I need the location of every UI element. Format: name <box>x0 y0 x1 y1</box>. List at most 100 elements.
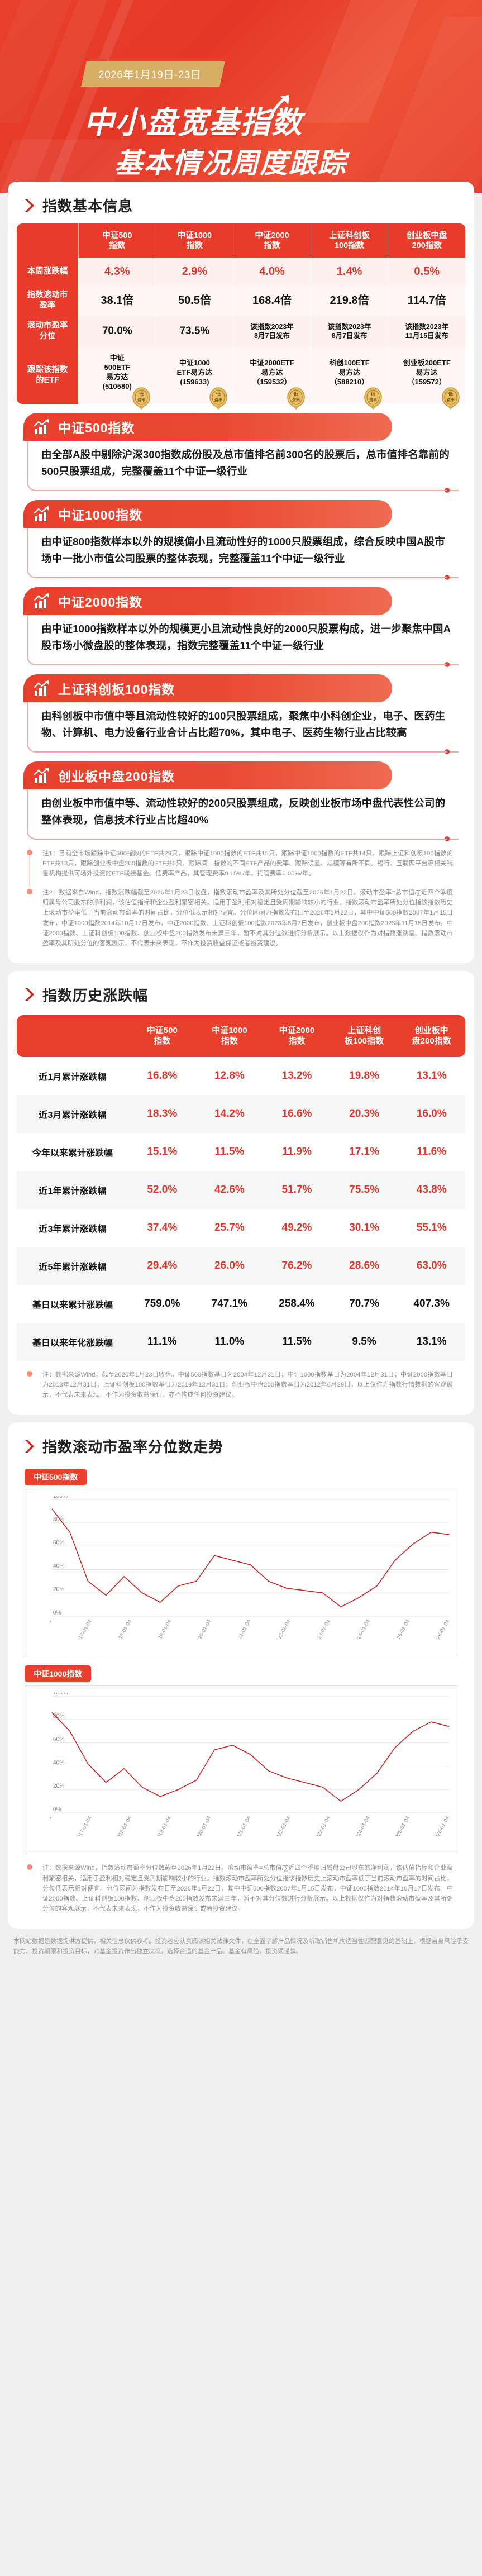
hist-row-label-3: 近1年累计涨跌幅 <box>17 1170 128 1209</box>
svg-text:2019-01-04: 2019-01-04 <box>155 1618 172 1639</box>
etf-name-2: 中证2000ETF 易方达 （159532） <box>250 358 294 386</box>
cell-etf-4: 创业板200ETF 易方达 （159572） 低 费率 <box>388 347 465 410</box>
svg-text:80%: 80% <box>53 1516 65 1523</box>
index-card-2-desc: 由中证1000指数样本以外的规模更小且流动性良好的2000只股票构成，进一步聚焦… <box>41 622 451 651</box>
hist-cell-1-3: 20.3% <box>330 1094 398 1133</box>
hist-header-col-4-line2: 盘200指数 <box>412 1036 451 1046</box>
cell-weekly-2: 4.0% <box>233 258 311 286</box>
hist-row-label-7: 基日以来年化涨跌幅 <box>17 1322 128 1361</box>
pe-percentile-line-chart-csi500: 0% 20% 40% 60% 80% 100% 2016-01-04 2017-01-04 20… <box>50 1496 450 1639</box>
row-label-line1: 指数滚动市 <box>27 291 68 300</box>
svg-text:2021-01-04: 2021-01-04 <box>234 1618 251 1639</box>
index-card-0-header: 中证500指数 <box>23 413 392 441</box>
svg-text:低: 低 <box>370 391 376 397</box>
hist-cell-4-2: 49.2% <box>281 1221 312 1234</box>
svg-text:2018-01-04: 2018-01-04 <box>114 1815 132 1836</box>
table-row: 近5年累计涨跌幅 29.4% 26.0% 76.2% 28.6% 63.0% <box>17 1246 465 1285</box>
page-subtitle: 基本情况周度跟踪 <box>114 141 347 181</box>
header-col-0-line1: 中证500 <box>102 231 132 240</box>
chart-bar-up-icon <box>34 419 49 434</box>
hist-header-corner <box>17 1015 128 1057</box>
index-card-3-name: 上证科创板100指数 <box>58 682 175 697</box>
index-card-3: 上证科创板100指数 由科创板中市值中等且流动性较好的100只股票组成，聚焦中小… <box>23 674 459 754</box>
note-4: 注：数据来源Wind，指数滚动市盈率分位数截至2026年1月22日。滚动市盈率=… <box>27 1862 456 1915</box>
cell-pct-2: 该指数2023年 8月7日发布 <box>233 315 311 347</box>
row-label-line2: 的ETF <box>36 376 59 385</box>
index-card-0-desc: 由全部A股中剔除沪深300指数成份股及总市值排名前300名的股票后，总市值排名靠… <box>41 449 450 477</box>
svg-text:60%: 60% <box>53 1736 65 1743</box>
hist-row-label-4: 近3年累计涨跌幅 <box>39 1224 107 1234</box>
table-row-pe-percentile: 滚动市盈率 分位 70.0% 73.5% 该指数2023年 8月7日发布 该指数2… <box>17 315 465 347</box>
svg-text:2021-01-04: 2021-01-04 <box>234 1815 251 1836</box>
index-card-1-desc: 由中证800指数样本以外的规模偏小且流动性好的1000只股票组成，综合反映中国A… <box>41 535 445 564</box>
svg-text:2026-01-04: 2026-01-04 <box>433 1618 450 1639</box>
cell-pe-3: 219.8倍 <box>310 285 388 316</box>
hist-header-col-1: 中证1000 指数 <box>195 1015 264 1057</box>
section3-title: 指数滚动市盈率分位数走势 <box>42 1439 224 1456</box>
chart-bar-up-icon <box>34 506 49 521</box>
hist-cell-1-4: 16.0% <box>398 1094 465 1133</box>
svg-text:2026-01-04: 2026-01-04 <box>433 1815 450 1836</box>
note-3: 注：数据来源Wind，截至2026年1月23日收盘。中证500指数基日为2004… <box>27 1369 456 1401</box>
index-card-0-body: 由全部A股中剔除沪深300指数成份股及总市值排名前300名的股票后，总市值排名靠… <box>27 441 459 493</box>
table-row: 基日以来年化涨跌幅 11.1% 11.0% 11.5% 9.5% 13.1% <box>17 1322 465 1361</box>
cell-etf-3: 科创100ETF 易方达 （588210） 低 费率 <box>310 347 388 410</box>
row-label-line2: 分位 <box>39 332 56 341</box>
svg-text:20%: 20% <box>53 1586 65 1593</box>
svg-text:低: 低 <box>448 391 454 397</box>
hist-cell-3-1: 42.6% <box>195 1170 264 1209</box>
index-card-1-body: 由中证800指数样本以外的规模偏小且流动性好的1000只股票组成，综合反映中国A… <box>27 527 459 580</box>
svg-text:2025-01-04: 2025-01-04 <box>393 1815 410 1836</box>
hist-header-col-3-line2: 板100指数 <box>345 1036 384 1046</box>
pe-percentile-line-chart-csi1000: 0% 20% 40% 60% 80% 100% 2016-01-04 2017-01-04 20… <box>50 1693 450 1836</box>
hist-cell-0-0: 16.8% <box>147 1069 178 1082</box>
chart-bar-up-icon <box>34 680 49 696</box>
date-range-text: 2026年1月19日-23日 <box>98 69 202 81</box>
hist-cell-2-3: 17.1% <box>349 1145 380 1158</box>
svg-text:2017-01-04: 2017-01-04 <box>75 1618 92 1639</box>
cell-etf-2: 中证2000ETF 易方达 （159532） 低 费率 <box>233 347 311 410</box>
index-card-1: 中证1000指数 由中证800指数样本以外的规模偏小且流动性好的1000只股票组… <box>23 499 459 580</box>
header-col-4: 创业板中盘 200指数 <box>388 223 465 259</box>
hist-cell-1-1: 14.2% <box>195 1094 264 1133</box>
svg-text:费率: 费率 <box>214 397 222 402</box>
section2-title: 指数历史涨跌幅 <box>42 987 149 1004</box>
cell-pct-1: 73.5% <box>155 315 233 347</box>
svg-text:费率: 费率 <box>292 397 300 402</box>
chevron-right-icon <box>25 199 34 212</box>
note-2: 注2：数据来自Wind，指数涨跌幅截至2026年1月23日收盘，指数滚动市盈率及… <box>27 887 456 950</box>
index-card-2: 中证2000指数 由中证1000指数样本以外的规模更小且流动性良好的2000只股… <box>23 587 459 667</box>
svg-text:2018-01-04: 2018-01-04 <box>114 1618 132 1639</box>
chart-block-0: 中证500指数 0% 20% 40% 60% 80% 100% 2016-01-04 2017… <box>25 1469 457 1657</box>
section1-title: 指数基本信息 <box>42 198 133 215</box>
hist-cell-7-4: 13.1% <box>398 1322 465 1361</box>
header-col-0-line2: 指数 <box>109 241 126 251</box>
hist-header-col-2: 中证2000 指数 <box>263 1015 331 1057</box>
svg-text:0%: 0% <box>53 1610 61 1616</box>
svg-text:费率: 费率 <box>137 397 145 402</box>
hist-row-label-2: 今年以来累计涨跌幅 <box>32 1148 113 1158</box>
table-row-pe-ratio: 指数滚动市 盈率 38.1倍 50.5倍 168.4倍 219.8倍 114.7… <box>17 285 465 316</box>
hist-cell-1-2: 16.6% <box>263 1094 331 1133</box>
header-col-2-line2: 指数 <box>264 241 280 251</box>
svg-text:2025-01-04: 2025-01-04 <box>393 1618 410 1639</box>
chart-1-title: 中证1000指数 <box>25 1665 92 1683</box>
hist-cell-5-1: 26.0% <box>195 1246 264 1285</box>
section1-header: 指数基本信息 <box>17 192 465 221</box>
hist-cell-4-3: 30.1% <box>349 1221 380 1234</box>
index-card-4: 创业板中盘200指数 由创业板中市值中等、流动性较好的200只股票组成，反映创业… <box>23 761 459 841</box>
svg-text:2020-01-04: 2020-01-04 <box>194 1618 212 1639</box>
index-card-1-header: 中证1000指数 <box>23 499 392 528</box>
svg-text:2023-01-04: 2023-01-04 <box>313 1815 331 1836</box>
section3-notes: 注：数据来源Wind，指数滚动市盈率分位数截至2026年1月22日。滚动市盈率=… <box>26 1862 456 1915</box>
svg-text:2019-01-04: 2019-01-04 <box>155 1815 172 1836</box>
svg-text:低: 低 <box>216 391 221 397</box>
section1-notes: 注1：目前全市场跟踪中证500指数的ETF共29只，跟踪中证1000指数的ETF… <box>26 847 456 950</box>
chart-block-1: 中证1000指数 0% 20% 40% 60% 80% 100% 2016-01-04 201… <box>25 1665 457 1854</box>
row-label-tracking-etf: 跟踪该指数 的ETF <box>17 347 78 404</box>
hist-header-col-2-line1: 中证2000 <box>279 1025 315 1035</box>
hist-header-col-0: 中证500 指数 <box>128 1015 196 1057</box>
chart-0-frame: 0% 20% 40% 60% 80% 100% 2016-01-04 2017-01-04 20… <box>25 1489 457 1657</box>
row-label-line1: 本周涨跌幅 <box>27 267 68 277</box>
svg-text:低: 低 <box>293 391 299 397</box>
